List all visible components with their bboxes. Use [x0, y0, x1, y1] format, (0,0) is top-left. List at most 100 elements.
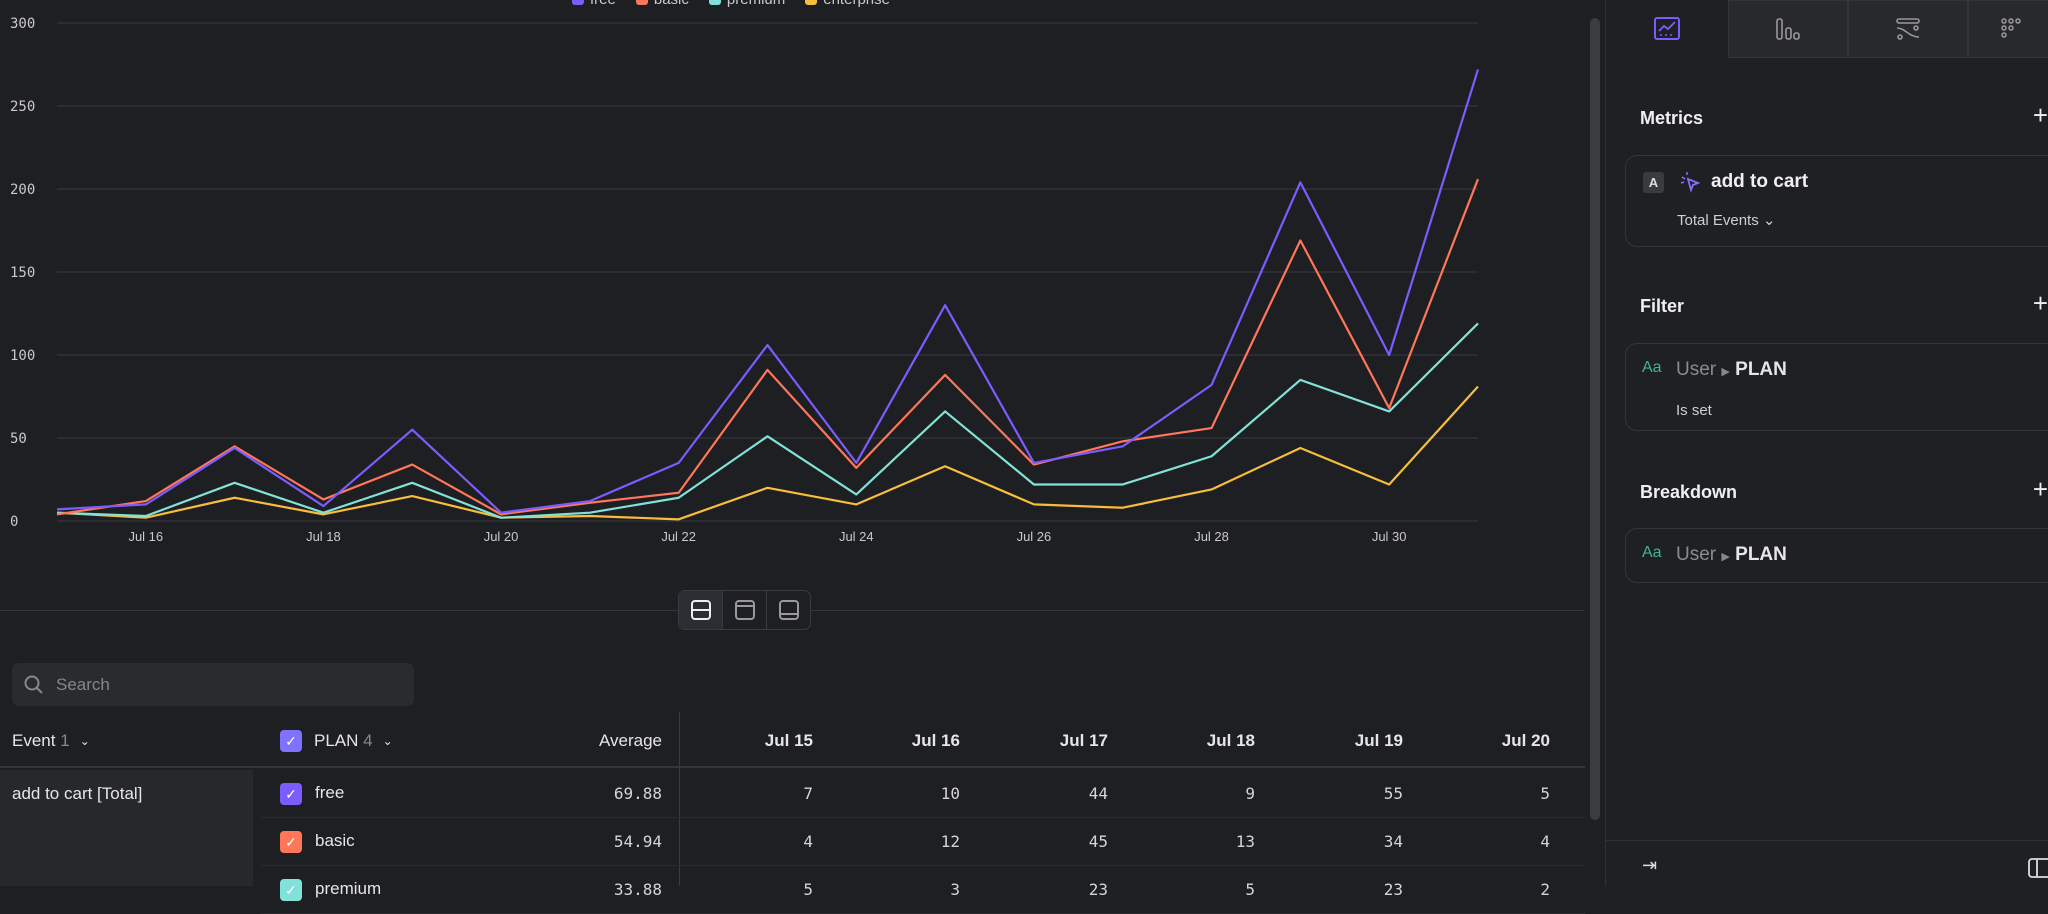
date-column-header[interactable]: Jul 19 [1354, 731, 1403, 750]
header-divider [0, 766, 1585, 768]
date-column-header[interactable]: Jul 17 [1059, 731, 1108, 750]
legend-item-enterprise[interactable]: enterprise [805, 0, 890, 8]
date-column-header[interactable]: Jul 20 [1501, 731, 1550, 750]
row-checkbox[interactable]: ✓ [280, 879, 302, 901]
line-chart: 0 50 100 150 200 250 300 Jul 16 Jul 18 Jul 20 Jul … [10, 16, 1480, 544]
breakdown-entity: User [1676, 544, 1717, 565]
add-metric-button[interactable]: + [2032, 100, 2048, 130]
average-column-header[interactable]: Average [560, 717, 662, 765]
tab-funnels[interactable] [1728, 0, 1848, 58]
row-average: 33.88 [613, 880, 662, 899]
vertical-scrollbar[interactable] [1590, 18, 1600, 820]
split-view-button[interactable] [679, 591, 723, 629]
table-row: ✓ free 69.88 7 10 44 9 55 5 [260, 770, 1585, 818]
row-value: 12 [940, 832, 960, 851]
row-label: free [315, 783, 345, 802]
plan-header-label: PLAN [314, 731, 359, 750]
x-tick-label: Jul 18 [306, 529, 341, 544]
flows-icon [1896, 18, 1920, 40]
event-column-header[interactable]: Event 1 ⌄ [12, 717, 90, 765]
search-placeholder: Search [56, 674, 110, 694]
chart-legend: free basic premium enterprise [572, 0, 890, 8]
sidebar-toggle-icon[interactable] [2028, 858, 2048, 878]
chevron-down-icon: ⌄ [382, 734, 393, 748]
x-tick-label: Jul 26 [1017, 529, 1052, 544]
panel-footer-divider [1606, 840, 2048, 841]
legend-label: basic [654, 0, 689, 8]
series-line-free[interactable] [56, 69, 1480, 514]
collapse-panel-icon[interactable]: ⇥ [1642, 855, 1658, 875]
row-value: 5 [1540, 784, 1550, 803]
legend-item-premium[interactable]: premium [708, 0, 785, 8]
chevron-down-icon: ⌄ [79, 734, 90, 748]
add-filter-button[interactable]: + [2032, 288, 2048, 318]
breakdown-card[interactable]: Aa User ▶ PLAN ⋮ [1625, 528, 2048, 583]
select-all-checkbox[interactable]: ✓ [280, 730, 302, 752]
search-input[interactable]: Search [12, 663, 414, 706]
tab-insights[interactable] [1606, 0, 1728, 58]
legend-item-basic[interactable]: basic [635, 0, 689, 8]
chart-only-button[interactable] [723, 591, 767, 629]
breakdown-property[interactable]: User ▶ PLAN [1676, 544, 1787, 566]
table-only-button[interactable] [767, 591, 810, 629]
bar-chart-icon [1776, 18, 1800, 40]
filter-property[interactable]: User ▶ PLAN [1676, 359, 1787, 381]
x-tick-label: Jul 24 [839, 529, 874, 544]
breakdown-title: Breakdown [1640, 482, 1738, 502]
series-line-premium[interactable] [56, 322, 1479, 519]
row-value: 4 [1540, 832, 1550, 851]
search-icon [24, 675, 43, 694]
metric-event-name[interactable]: add to cart [1711, 171, 1809, 192]
filter-condition[interactable]: Is set [1676, 402, 1712, 419]
row-checkbox[interactable]: ✓ [280, 831, 302, 853]
row-value: 45 [1088, 832, 1108, 851]
row-value: 5 [1245, 880, 1255, 899]
row-value: 4 [803, 832, 813, 851]
date-column-header[interactable]: Jul 18 [1206, 731, 1255, 750]
split-view-icon [690, 600, 711, 620]
table-row: ✓ basic 54.94 4 12 45 13 34 4 [260, 818, 1585, 866]
row-label: premium [315, 879, 382, 898]
caret-right-icon: ▶ [1721, 551, 1730, 563]
row-checkbox[interactable]: ✓ [280, 783, 302, 805]
row-label: basic [315, 831, 355, 850]
row-value: 9 [1245, 784, 1255, 803]
metric-measure-label: Total Events [1677, 212, 1759, 229]
row-value: 13 [1235, 832, 1255, 851]
legend-swatch [635, 0, 648, 5]
column-divider [679, 712, 680, 886]
caret-right-icon: ▶ [1721, 366, 1730, 378]
click-event-icon [1680, 172, 1701, 193]
series-line-enterprise[interactable] [56, 385, 1479, 521]
query-builder-panel: Metrics + A add to cart Total Events ⌄ ⋮… [1605, 0, 2048, 886]
date-column-header[interactable]: Jul 16 [911, 731, 960, 750]
row-value: 44 [1088, 784, 1108, 803]
string-property-icon: Aa [1642, 359, 1662, 376]
metrics-title: Metrics [1640, 108, 1704, 128]
chevron-down-icon: ⌄ [1762, 212, 1776, 229]
legend-label: premium [727, 0, 785, 8]
event-name: add to cart [Total] [12, 784, 143, 803]
y-tick-label: 50 [10, 431, 27, 447]
date-column-header[interactable]: Jul 15 [764, 731, 813, 750]
layout-toggle-group [678, 590, 811, 630]
y-tick-label: 150 [10, 265, 35, 281]
metric-measure-dropdown[interactable]: Total Events ⌄ [1677, 211, 1775, 229]
add-breakdown-button[interactable]: + [2032, 474, 2048, 504]
tab-flows[interactable] [1848, 0, 1968, 58]
x-tick-label: Jul 20 [484, 529, 519, 544]
filter-title: Filter [1640, 296, 1685, 316]
y-tick-label: 100 [10, 348, 35, 364]
tab-retention[interactable] [1968, 0, 2048, 58]
row-value: 10 [940, 784, 960, 803]
row-value: 23 [1088, 880, 1108, 899]
y-tick-label: 200 [10, 182, 35, 198]
average-header-label: Average [598, 731, 662, 750]
filter-card[interactable]: Aa User ▶ PLAN Is set ⋮ [1625, 343, 2048, 431]
plan-column-header[interactable]: ✓ PLAN 4 ⌄ [280, 717, 393, 765]
metric-card[interactable]: A add to cart Total Events ⌄ ⋮ [1625, 155, 2048, 247]
series-line-basic[interactable] [56, 178, 1480, 516]
filter-entity: User [1676, 359, 1717, 380]
legend-item-free[interactable]: free [572, 0, 616, 8]
row-value: 2 [1540, 880, 1550, 899]
